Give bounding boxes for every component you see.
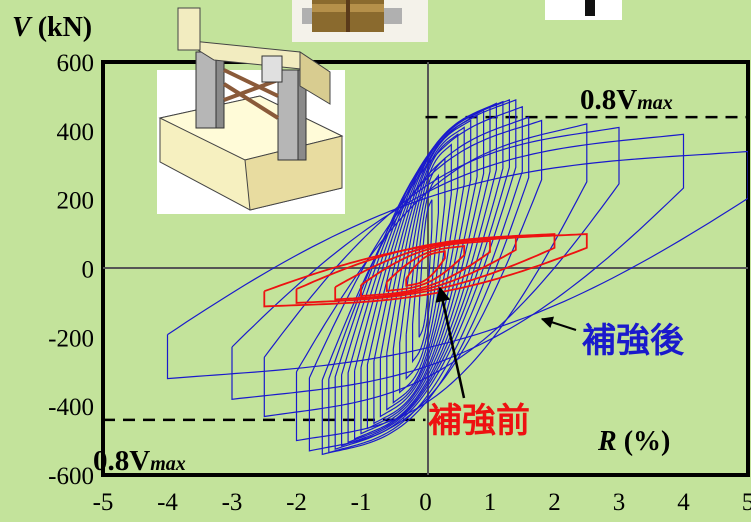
cropped-image-fragment xyxy=(545,0,622,20)
y-tick-label: 0 xyxy=(82,257,95,284)
x-tick-label: 1 xyxy=(484,489,497,516)
ref-label-bottom: 0.8Vmax xyxy=(93,445,186,477)
x-tick-labels: -5 -4 -3 -2 -1 0 1 2 3 4 5 xyxy=(93,489,751,516)
hysteresis-loop xyxy=(373,114,478,425)
y-tick-label: -200 xyxy=(48,325,94,352)
label-before-retrofit: 補強前 xyxy=(428,401,530,441)
y-axis-label: V (kN) xyxy=(12,12,92,43)
hysteresis-loop xyxy=(412,173,439,364)
y-tick-label: -600 xyxy=(48,463,94,490)
arrow-after-retrofit xyxy=(540,316,577,331)
ref-label-top: 0.8Vmax xyxy=(580,84,673,116)
hysteresis-loop xyxy=(418,199,433,338)
test-specimen-frame-icon xyxy=(157,7,345,214)
hysteresis-loop xyxy=(334,236,517,301)
arrow-before-retrofit xyxy=(435,286,466,399)
hysteresis-loop xyxy=(263,126,620,418)
x-axis-label: R (%) xyxy=(597,426,670,457)
hysteresis-loop xyxy=(399,143,452,394)
hysteresis-loop xyxy=(405,156,446,381)
label-after-retrofit: 補強後 xyxy=(582,321,685,361)
x-tick-label: 3 xyxy=(613,489,626,516)
x-tick-label: -2 xyxy=(286,489,307,516)
y-axis-variable: V xyxy=(12,12,33,43)
hysteresis-loop xyxy=(360,105,491,435)
hysteresis-loop xyxy=(295,233,556,304)
x-tick-label: 5 xyxy=(742,489,751,516)
hysteresis-loop xyxy=(405,250,446,287)
hysteresis-loop xyxy=(366,109,485,430)
y-axis-unit: (kN) xyxy=(31,12,92,43)
x-tick-label: -4 xyxy=(157,489,178,516)
y-tick-label: 400 xyxy=(57,119,95,146)
x-tick-label: 4 xyxy=(677,489,690,516)
hysteresis-loop xyxy=(295,123,588,442)
x-tick-label: -5 xyxy=(93,489,114,516)
hysteresis-loop xyxy=(360,240,491,297)
y-tick-label: 200 xyxy=(57,188,95,215)
hysteresis-loop xyxy=(166,150,748,380)
y-tick-labels: 600 400 200 0 -200 -400 -600 xyxy=(48,50,94,490)
x-tick-label: 2 xyxy=(548,489,561,516)
hysteresis-loop xyxy=(263,233,588,308)
hysteresis-loop xyxy=(231,133,685,400)
x-tick-label: -1 xyxy=(351,489,372,516)
hysteresis-loop xyxy=(321,116,530,456)
y-tick-label: -400 xyxy=(48,394,94,421)
zero-axes xyxy=(103,62,748,475)
y-tick-label: 600 xyxy=(57,50,95,77)
hysteresis-loop xyxy=(379,119,472,418)
hysteresis-loop xyxy=(386,126,465,411)
specimen-photo-thumbnail xyxy=(292,0,428,42)
x-tick-label: 0 xyxy=(419,489,432,516)
reference-lines xyxy=(103,115,748,422)
x-axis-variable: R xyxy=(597,426,617,457)
hysteresis-curves xyxy=(166,99,748,456)
hysteresis-loop xyxy=(308,119,543,452)
hysteresis-loop xyxy=(385,245,466,292)
x-tick-label: -3 xyxy=(222,489,243,516)
x-axis-unit: (%) xyxy=(617,426,671,457)
